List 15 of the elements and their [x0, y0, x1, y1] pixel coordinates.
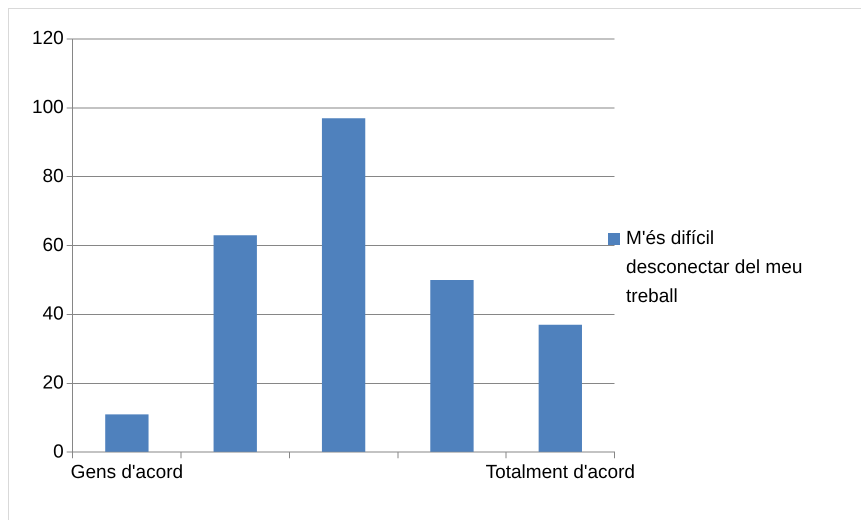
x-tick-label: Gens d'acord	[70, 462, 184, 483]
bar	[105, 414, 149, 452]
y-tick-label: 40	[42, 304, 64, 325]
legend-label: M'és difícil desconectar del meu treball	[626, 227, 804, 309]
x-tick-label: Totalment d'acord	[486, 462, 635, 483]
y-tick-label: 120	[32, 28, 64, 50]
bar	[214, 235, 257, 452]
y-tick-label: 0	[53, 441, 64, 462]
y-tick-label: 60	[42, 234, 64, 256]
bar	[322, 118, 366, 452]
bar	[538, 324, 582, 452]
y-tick-label: 20	[42, 372, 64, 394]
y-tick-label: 80	[42, 166, 64, 187]
bar	[430, 280, 474, 452]
y-tick-label: 100	[32, 97, 64, 118]
